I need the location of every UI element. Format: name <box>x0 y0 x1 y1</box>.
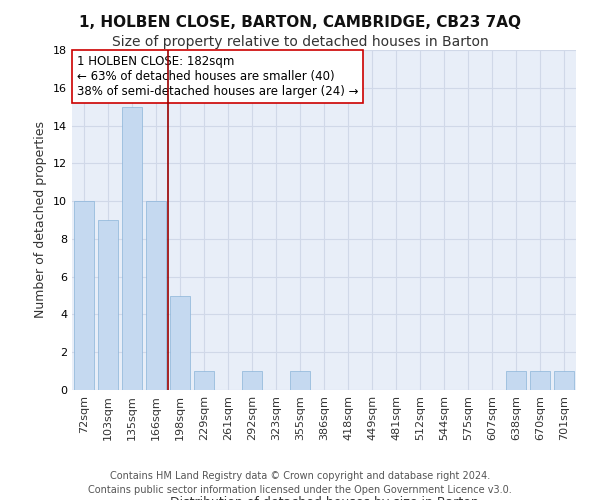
Bar <box>290 371 310 390</box>
Bar <box>122 106 142 390</box>
X-axis label: Distribution of detached houses by size in Barton: Distribution of detached houses by size … <box>170 496 478 500</box>
Bar <box>74 201 94 390</box>
Bar <box>170 296 190 390</box>
Bar <box>506 371 526 390</box>
Bar <box>98 220 118 390</box>
Text: 1 HOLBEN CLOSE: 182sqm
← 63% of detached houses are smaller (40)
38% of semi-det: 1 HOLBEN CLOSE: 182sqm ← 63% of detached… <box>77 55 359 98</box>
Bar <box>530 371 550 390</box>
Bar <box>194 371 214 390</box>
Y-axis label: Number of detached properties: Number of detached properties <box>34 122 47 318</box>
Bar <box>146 201 166 390</box>
Text: Contains HM Land Registry data © Crown copyright and database right 2024.
Contai: Contains HM Land Registry data © Crown c… <box>88 471 512 495</box>
Text: 1, HOLBEN CLOSE, BARTON, CAMBRIDGE, CB23 7AQ: 1, HOLBEN CLOSE, BARTON, CAMBRIDGE, CB23… <box>79 15 521 30</box>
Bar <box>242 371 262 390</box>
Text: Size of property relative to detached houses in Barton: Size of property relative to detached ho… <box>112 35 488 49</box>
Bar <box>554 371 574 390</box>
